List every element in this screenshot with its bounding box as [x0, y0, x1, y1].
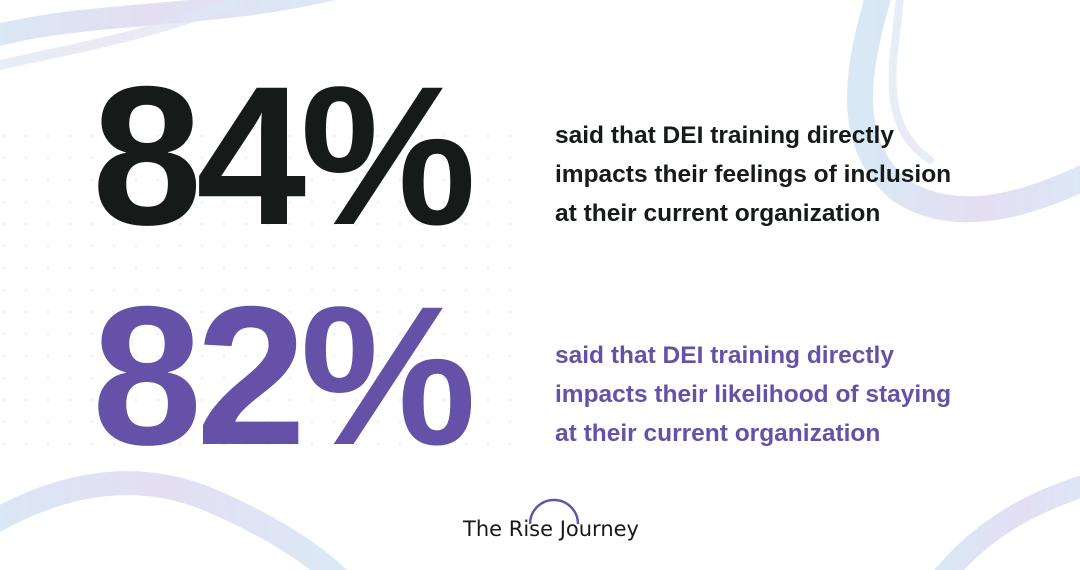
- stat-value: 84%: [92, 45, 471, 266]
- stat-description: at their current organization: [555, 420, 880, 447]
- logo-arc: [528, 498, 580, 525]
- dot-pattern: [0, 120, 520, 460]
- logo: The Rise Journey: [462, 517, 639, 541]
- stat-description: impacts their feelings of inclusion: [555, 161, 951, 188]
- stat-value: 82%: [92, 265, 471, 486]
- stat-description: impacts their likelihood of staying: [555, 381, 951, 408]
- stat-description: at their current organization: [555, 200, 880, 227]
- stat-description: said that DEI training directly: [555, 122, 894, 149]
- stat-description: said that DEI training directly: [555, 342, 894, 369]
